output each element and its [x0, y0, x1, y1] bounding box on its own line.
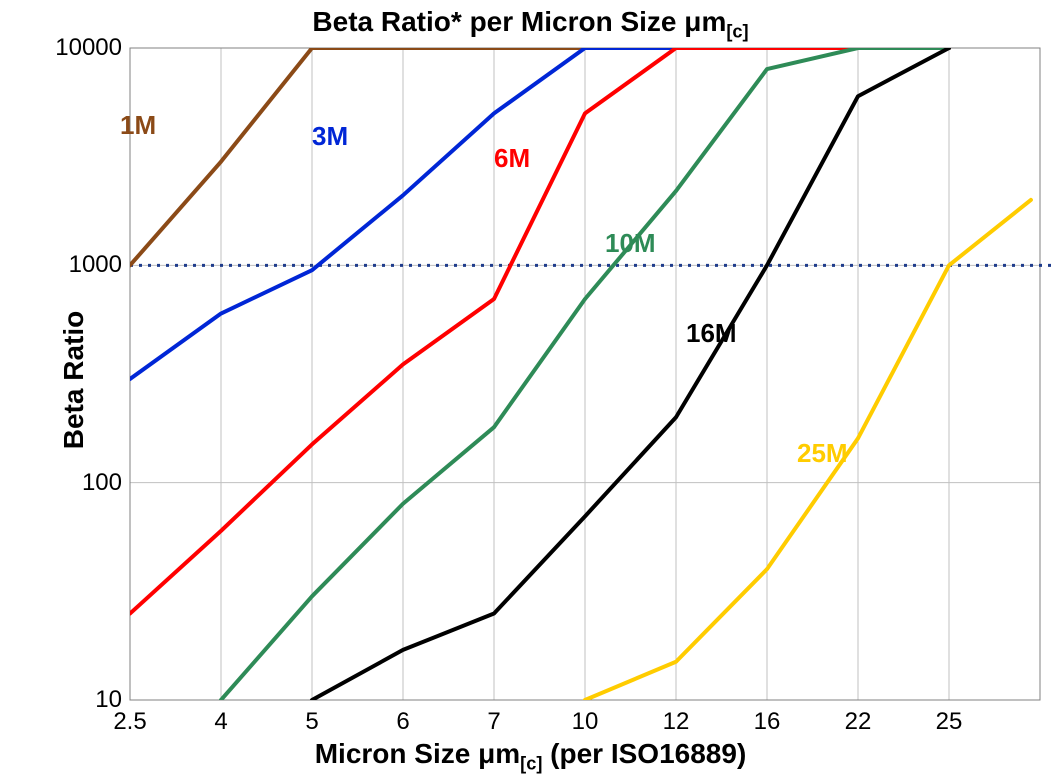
y-tick-label: 10 [95, 686, 122, 714]
xlabel-text: Micron Size [315, 738, 478, 769]
x-tick-label: 16 [754, 708, 781, 736]
beta-ratio-chart: Beta Ratio* per Micron Size μm[c] Beta R… [0, 0, 1061, 781]
series-line-3M [130, 48, 949, 379]
y-axis-label: Beta Ratio [58, 311, 90, 449]
x-tick-label: 25 [936, 708, 963, 736]
xlabel-mu: μ [478, 738, 495, 769]
series-line-16M [312, 48, 949, 700]
x-tick-label: 4 [214, 708, 227, 736]
series-label-25M: 25M [797, 438, 848, 469]
series-label-16M: 16M [686, 318, 737, 349]
x-tick-label: 10 [572, 708, 599, 736]
xlabel-subscript: [c] [520, 754, 542, 774]
series-label-1M: 1M [120, 110, 156, 141]
x-axis-label: Micron Size μm[c] (per ISO16889) [0, 738, 1061, 775]
y-tick-label: 1000 [69, 251, 122, 279]
series-label-3M: 3M [312, 121, 348, 152]
xlabel-m: m [495, 738, 520, 769]
x-tick-label: 7 [487, 708, 500, 736]
series-label-6M: 6M [494, 143, 530, 174]
xlabel-tail: (per ISO16889) [542, 738, 746, 769]
series-label-10M: 10M [605, 228, 656, 259]
x-tick-label: 6 [396, 708, 409, 736]
y-tick-label: 10000 [55, 34, 122, 62]
x-tick-label: 5 [305, 708, 318, 736]
chart-series [0, 0, 1061, 781]
x-tick-label: 12 [663, 708, 690, 736]
x-tick-label: 22 [845, 708, 872, 736]
series-line-6M [130, 48, 949, 614]
y-tick-label: 100 [82, 469, 122, 497]
